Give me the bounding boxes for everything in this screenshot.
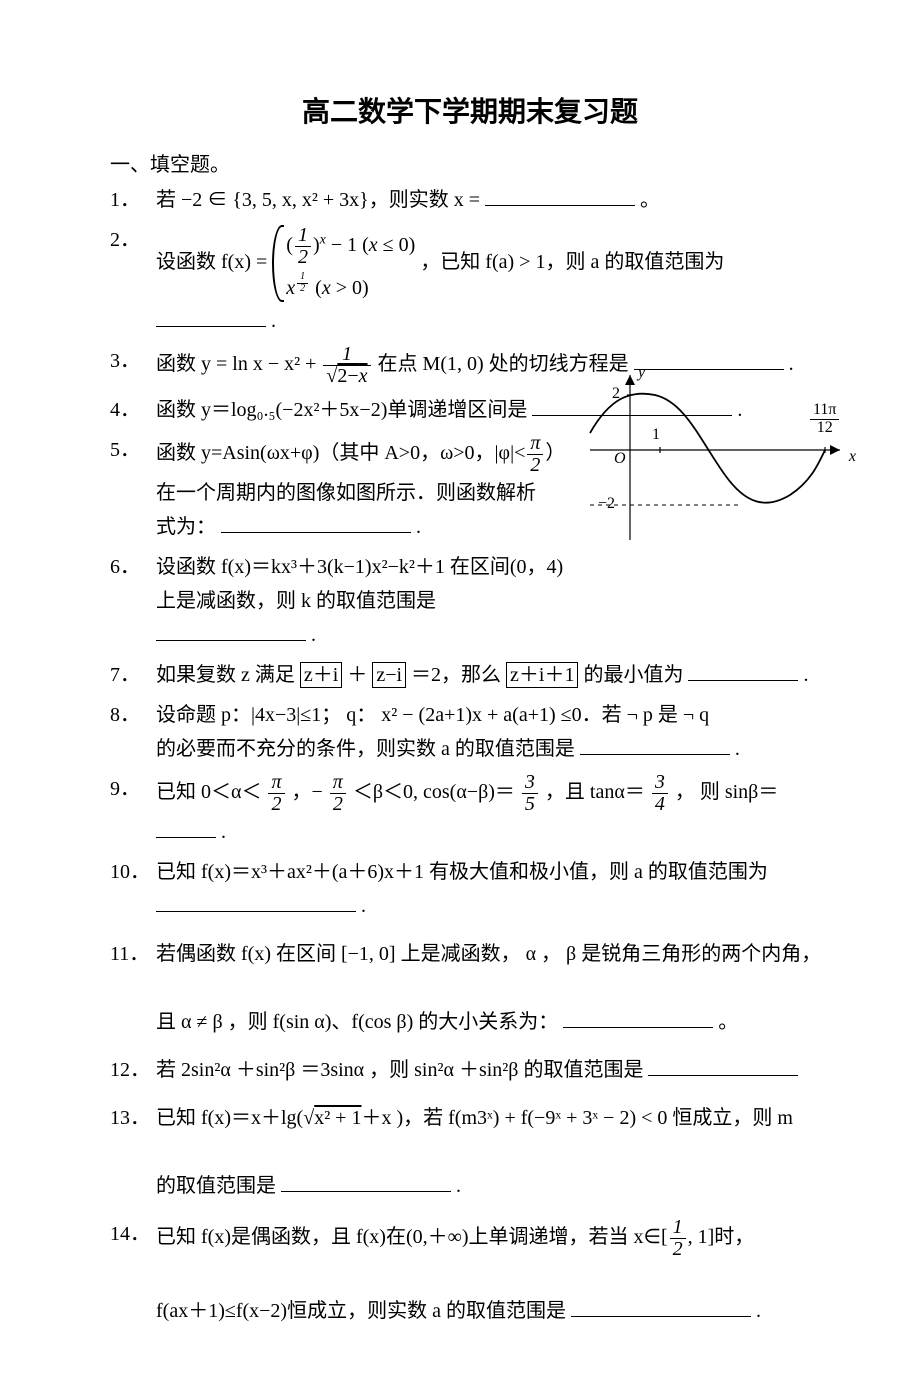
question-2: 设函数 f(x) = (12)x − 1 (x ≤ 0) x12 (x > 0)… — [110, 223, 830, 338]
q14-l2a: f(ax＋1)≤f(x−2)恒成立，则实数 a 的取值范围是 — [156, 1300, 566, 1322]
q8-l1: 设命题 p：|4x−3|≤1； q： x² − (2a+1)x + a(a+1)… — [156, 704, 709, 726]
question-11: 若偶函数 f(x) 在区间 [−1, 0] 上是减函数， α ， β 是锐角三角… — [110, 937, 830, 1039]
q12-pre: 若 2sin²α ＋sin²β ＝3sinα ，则 sin²α ＋sin²β 的… — [156, 1059, 643, 1081]
q7-box3: z＋i＋1 — [506, 662, 578, 688]
q6-l1: 设函数 f(x)＝kx³＋3(k−1)x²−k²＋1 在区间(0，4) — [156, 556, 563, 578]
q11-blank — [563, 1008, 713, 1028]
q2-blank — [156, 307, 266, 327]
q1-blank — [485, 186, 635, 206]
q7-eq: ＝2，那么 — [411, 664, 501, 686]
q14-l1a: 已知 f(x)是偶函数，且 f(x)在(0,＋∞)上单调递增，若当 x∈[ — [156, 1226, 668, 1248]
q7-box1: z＋i — [300, 662, 342, 688]
q7-box2: z−i — [372, 662, 406, 688]
q2-mid: ，已知 f(a) > 1，则 a 的取值范围为 — [420, 251, 724, 273]
question-7: 如果复数 z 满足 z＋i ＋ z−i ＝2，那么 z＋i＋1 的最小值为 . — [110, 658, 830, 692]
question-list: 若 −2 ∈ {3, 5, x, x² + 3x}，则实数 x = 。 设函数 … — [110, 183, 830, 1328]
q3-pre: 函数 y = ln x − x² + — [156, 353, 316, 375]
q3-frac-num: 1 — [323, 344, 370, 366]
q3-end: . — [789, 353, 794, 375]
q1-pre: 若 −2 ∈ {3, 5, x, x² + 3x}，则实数 x = — [156, 189, 480, 211]
q8-blank — [580, 735, 730, 755]
q12-blank — [648, 1056, 798, 1076]
q14-l2b: . — [756, 1300, 761, 1322]
q9-m4: ， 则 sinβ＝ — [675, 781, 779, 803]
q9-end: . — [221, 821, 226, 843]
question-5: 函数 y=Asin(ωx+φ)（其中 A>0，ω>0，|φ|<π2） 在一个周期… — [110, 433, 830, 544]
q4-end: . — [737, 399, 742, 421]
q11-l2b: 。 — [718, 1011, 738, 1033]
q13-l1b: ＋x )，若 f(m3ˣ) + f(−9ˣ + 3ˣ − 2) < 0 恒成立，… — [361, 1107, 792, 1129]
question-8: 设命题 p：|4x−3|≤1； q： x² − (2a+1)x + a(a+1)… — [110, 698, 830, 766]
half-num-b: 1 — [670, 1217, 686, 1239]
tf-num: 3 — [522, 772, 538, 794]
q9-m1: ，− — [292, 781, 323, 803]
q5-blank — [221, 513, 411, 533]
question-10: 已知 f(x)＝x³＋ax²＋(a＋6)x＋1 有极大值和极小值，则 a 的取值… — [110, 855, 830, 923]
question-4: 函数 y＝log₀.₅(−2x²＋5x−2)单调递增区间是 . — [110, 393, 830, 427]
q7-mid: 的最小值为 — [583, 664, 683, 686]
pi-num-a: π — [527, 433, 543, 455]
q9-m2: ＜β＜0, cos(α−β)＝ — [353, 781, 515, 803]
q13-sqrt: x² + 1 — [314, 1107, 361, 1129]
q2-end: . — [271, 310, 276, 332]
q2-piecewise: (12)x − 1 (x ≤ 0) x12 (x > 0) — [272, 223, 415, 304]
q4-blank — [532, 396, 732, 416]
page-title: 高二数学下学期期末复习题 — [110, 90, 830, 130]
q5-l3b: . — [416, 516, 421, 538]
pi-num-b: π — [268, 772, 284, 794]
q11-l1: 若偶函数 f(x) 在区间 [−1, 0] 上是减函数， α ， β 是锐角三角… — [156, 943, 821, 965]
q14-l1b: , 1]时， — [688, 1226, 755, 1248]
q13-l2b: . — [456, 1175, 461, 1197]
section-heading: 一、填空题。 — [110, 148, 830, 177]
question-13: 已知 f(x)＝x＋lg(√x² + 1＋x )，若 f(m3ˣ) + f(−9… — [110, 1101, 830, 1203]
question-6: 设函数 f(x)＝kx³＋3(k−1)x²−k²＋1 在区间(0，4) 上是减函… — [110, 550, 830, 652]
question-3: 函数 y = ln x − x² + 1 √2−x 在点 M(1, 0) 处的切… — [110, 344, 830, 387]
pi-num-c: π — [330, 772, 346, 794]
q2-pre: 设函数 f(x) = — [156, 251, 267, 273]
q5-l3a: 式为： — [156, 516, 216, 538]
tq-num: 3 — [652, 772, 668, 794]
q4-pre: 函数 y＝log₀.₅(−2x²＋5x−2)单调递增区间是 — [156, 399, 527, 421]
pi-den-c: 2 — [330, 794, 346, 815]
question-14: 已知 f(x)是偶函数，且 f(x)在(0,＋∞)上单调递增，若当 x∈[12,… — [110, 1217, 830, 1328]
q7-blank — [688, 661, 798, 681]
pi-den-a: 2 — [527, 455, 543, 476]
q7-end: . — [803, 664, 808, 686]
q6-l2b: . — [311, 624, 316, 646]
q7-plus: ＋ — [347, 664, 367, 686]
half-num: 1 — [295, 225, 311, 247]
q6-blank — [156, 621, 306, 641]
q13-l2a: 的取值范围是 — [156, 1175, 276, 1197]
half-den-b: 2 — [670, 1239, 686, 1260]
q1-end: 。 — [640, 189, 660, 211]
q10-end: . — [361, 895, 366, 917]
q11-l2a: 且 α ≠ β ，则 f(sin α)、f(cos β) 的大小关系为： — [156, 1011, 558, 1033]
tq-den: 4 — [652, 794, 668, 815]
tf-den: 5 — [522, 794, 538, 815]
q9-m3: ，且 tanα＝ — [545, 781, 645, 803]
question-1: 若 −2 ∈ {3, 5, x, x² + 3x}，则实数 x = 。 — [110, 183, 830, 217]
q8-l2b: . — [735, 738, 740, 760]
q10-blank — [156, 892, 356, 912]
q6-l2a: 上是减函数，则 k 的取值范围是 — [156, 590, 436, 612]
q5-l2: 在一个周期内的图像如图所示．则函数解析 — [156, 482, 536, 504]
q9-pre: 已知 0＜α＜ — [156, 781, 261, 803]
q10-l1: 已知 f(x)＝x³＋ax²＋(a＋6)x＋1 有极大值和极小值，则 a 的取值… — [156, 861, 768, 883]
q3-mid: 在点 M(1, 0) 处的切线方程是 — [378, 353, 629, 375]
question-12: 若 2sin²α ＋sin²β ＝3sinα ，则 sin²α ＋sin²β 的… — [110, 1053, 830, 1087]
pi-den-b: 2 — [268, 794, 284, 815]
q8-l2a: 的必要而不充分的条件，则实数 a 的取值范围是 — [156, 738, 575, 760]
half-den: 2 — [295, 247, 311, 268]
q9-blank — [156, 818, 216, 838]
axis-x-label: x — [849, 448, 856, 466]
q5-l1b: ） — [545, 442, 565, 464]
q13-l1a: 已知 f(x)＝x＋lg( — [156, 1107, 303, 1129]
q13-blank — [281, 1172, 451, 1192]
question-9: 已知 0＜α＜ π2 ，− π2 ＜β＜0, cos(α−β)＝ 35 ，且 t… — [110, 772, 830, 849]
q14-blank — [571, 1297, 751, 1317]
q5-l1a: 函数 y=Asin(ωx+φ)（其中 A>0，ω>0，|φ|< — [156, 442, 525, 464]
q7-pre: 如果复数 z 满足 — [156, 664, 295, 686]
q3-blank — [634, 350, 784, 370]
